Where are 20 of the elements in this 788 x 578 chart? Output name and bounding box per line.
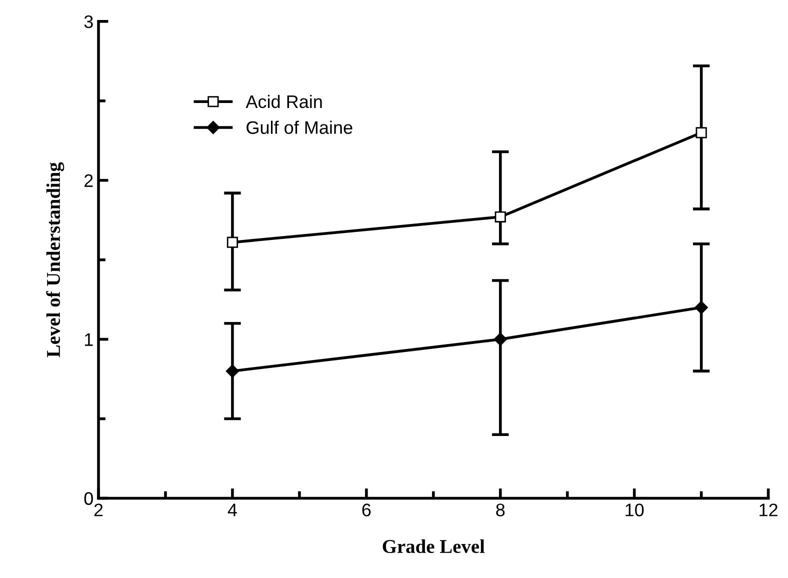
y-tick-label: 0 [84,492,93,505]
legend-label: Gulf of Maine [246,120,352,134]
x-tick-label: 4 [228,504,237,516]
point [494,332,507,346]
y-tick-label: 1 [84,333,93,346]
legend-label: Acid Rain [246,94,322,108]
y-axis-title: Level of Understanding [46,162,64,358]
x-tick-label: 6 [362,504,371,516]
y-tick-label: 2 [84,174,93,187]
x-axis-title: Grade Level [382,539,485,554]
y-tick-label: 3 [84,15,93,28]
point [694,300,708,314]
x-tick-label: 10 [626,504,644,516]
point [696,127,707,138]
x-tick-label: 12 [760,504,778,516]
x-tick-label: 8 [496,504,505,516]
point [226,364,240,378]
point [226,236,238,248]
point [494,211,506,222]
x-tick-label: 2 [94,504,103,516]
